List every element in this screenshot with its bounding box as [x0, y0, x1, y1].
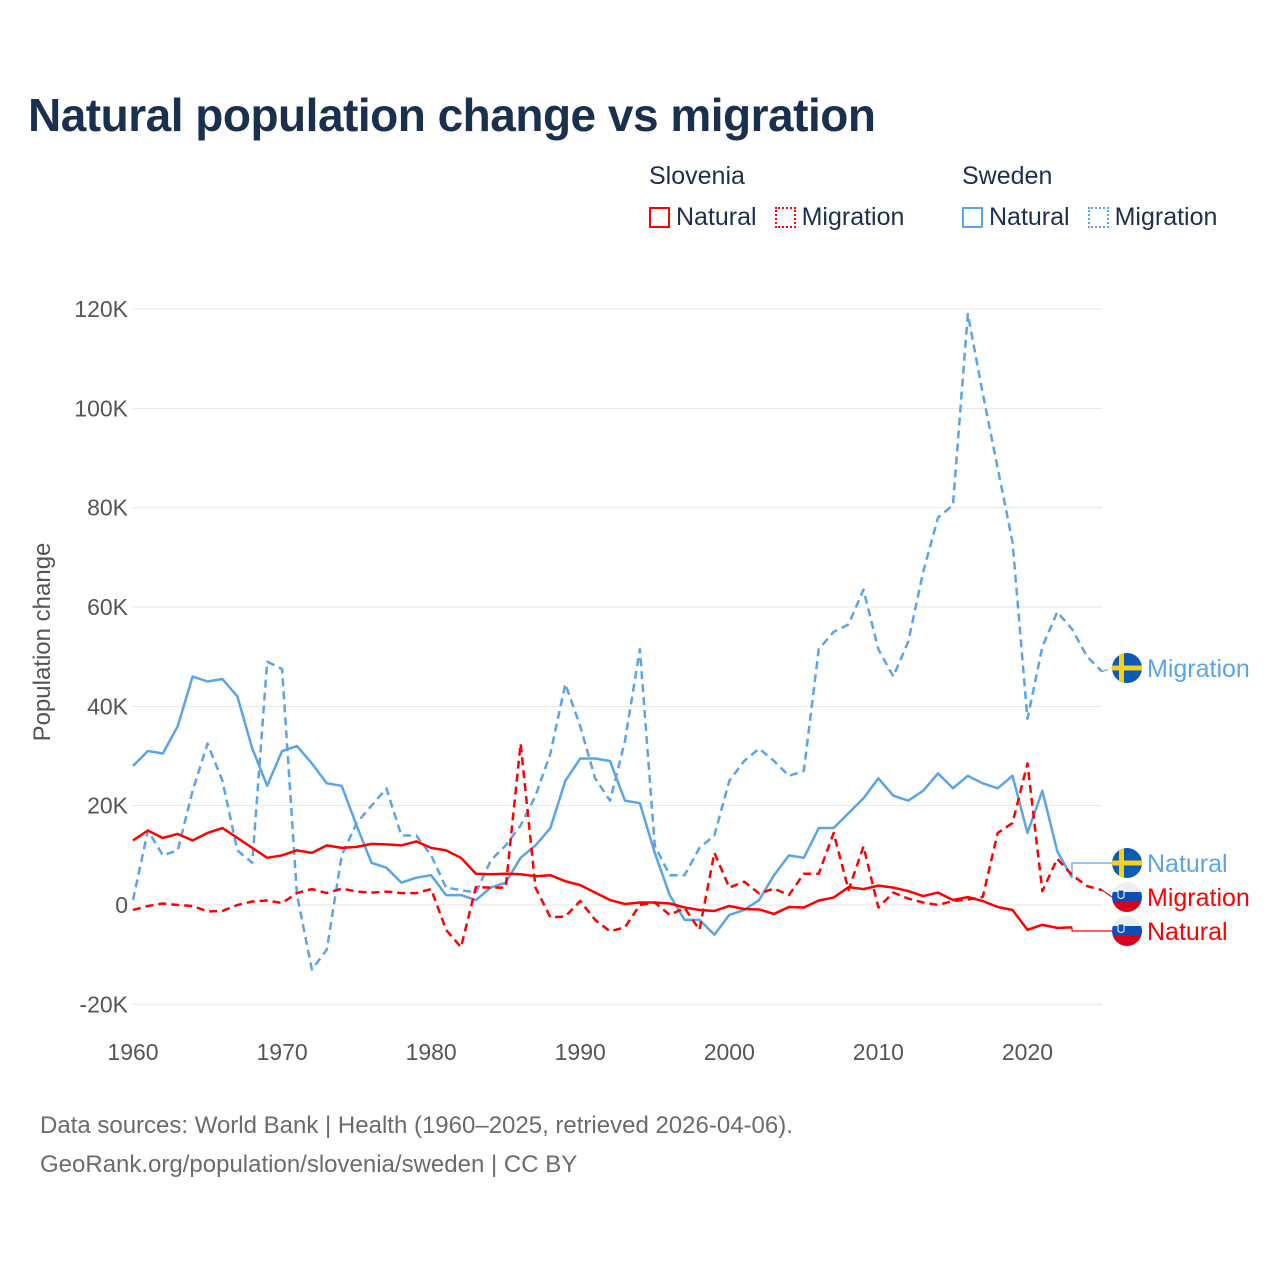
series-line-slovenia-migration	[132, 742, 1103, 949]
legend-country: Slovenia	[649, 162, 745, 190]
y-tick-label: -20K	[79, 991, 128, 1017]
y-tick-label: 80K	[87, 495, 129, 521]
legend-label: Natural	[989, 203, 1070, 231]
x-tick-label: 1990	[555, 1039, 606, 1065]
legend-group-sweden: Sweden Natural Migration	[962, 162, 1217, 232]
label-connector	[1101, 889, 1113, 898]
solid-swatch-icon	[649, 207, 670, 228]
y-tick-label: 40K	[87, 693, 129, 719]
flag-shield	[1117, 889, 1125, 899]
series-line-sweden-natural	[132, 675, 1074, 937]
label-connector	[1071, 862, 1112, 879]
y-axis-label: Population change	[29, 543, 56, 742]
slovenia-flag-icon	[1112, 916, 1142, 946]
flag-body	[1112, 916, 1142, 946]
label-connector	[1101, 667, 1113, 673]
chart-title: Natural population change vs migration	[28, 89, 876, 141]
flag-shield	[1117, 923, 1125, 933]
series-line-slovenia-natural	[132, 826, 1073, 932]
x-tick-label: 2010	[853, 1039, 904, 1065]
end-label-slovenia-natural: Natural	[1147, 918, 1228, 946]
legend-label: Migration	[801, 203, 905, 231]
y-tick-label: 100K	[74, 395, 128, 421]
end-label-sweden-migration: Migration	[1147, 655, 1250, 683]
flag-stripe	[1112, 882, 1142, 892]
dotted-swatch-icon	[1087, 207, 1109, 228]
series-lines	[131, 312, 1113, 971]
y-tick-label: 60K	[87, 594, 129, 620]
x-tick-label: 1960	[107, 1039, 158, 1065]
flag-stripe	[1112, 936, 1142, 946]
x-tick-label: 1980	[406, 1039, 457, 1065]
legend-label: Natural	[676, 203, 757, 231]
legend-country: Sweden	[962, 162, 1053, 190]
flag-cross	[1112, 860, 1142, 866]
flag-stripe	[1112, 926, 1142, 936]
source-link[interactable]: GeoRank.org/population/slovenia/sweden |…	[40, 1151, 578, 1178]
flag-stripe	[1112, 902, 1142, 912]
flag-body	[1112, 882, 1142, 912]
x-tick-label: 2000	[704, 1039, 755, 1065]
x-tick-label: 2020	[1002, 1039, 1053, 1065]
legend-item-sweden-migration[interactable]: Migration	[1087, 203, 1218, 232]
legend-item-sweden-natural[interactable]: Natural	[962, 203, 1070, 232]
flag-stripe	[1112, 892, 1142, 902]
end-labels: Migration Natural Migration Natural	[1112, 653, 1250, 946]
y-tick-label: 20K	[87, 793, 129, 819]
slovenia-flag-icon	[1112, 882, 1142, 912]
end-label-slovenia-migration: Migration	[1147, 884, 1250, 912]
footer: Data sources: World Bank | Health (1960–…	[40, 1106, 793, 1184]
sweden-flag-icon	[1112, 848, 1142, 878]
gridlines	[133, 308, 1102, 1005]
solid-swatch-icon	[962, 207, 983, 228]
y-tick-label: 120K	[74, 296, 128, 322]
dotted-swatch-icon	[774, 207, 796, 228]
legend-label: Migration	[1114, 203, 1218, 231]
flag-body	[1112, 653, 1142, 683]
y-tick-label: 0	[115, 892, 128, 918]
sweden-flag-icon	[1112, 653, 1142, 683]
flag-cross	[1112, 665, 1142, 671]
series-line-sweden-migration	[131, 312, 1103, 971]
y-tick-labels: -20K 0 20K 40K 60K 80K 100K 120K	[74, 296, 128, 1017]
flag-body	[1112, 848, 1142, 878]
legend-item-slovenia-natural[interactable]: Natural	[649, 203, 757, 232]
flag-stripe	[1112, 916, 1142, 926]
source-note: Data sources: World Bank | Health (1960–…	[40, 1112, 793, 1139]
x-tick-labels: 1960 1970 1980 1990 2000 2010 2020	[107, 1039, 1053, 1065]
x-tick-label: 1970	[256, 1039, 307, 1065]
line-chart: Population change -20K 0 20K 40K 60K 80K 100K 1…	[29, 296, 1250, 1065]
end-label-sweden-natural: Natural	[1147, 850, 1228, 878]
legend-item-slovenia-migration[interactable]: Migration	[774, 203, 905, 232]
label-connector	[1071, 926, 1112, 932]
legend-group-slovenia: Slovenia Natural Migration	[649, 162, 904, 232]
